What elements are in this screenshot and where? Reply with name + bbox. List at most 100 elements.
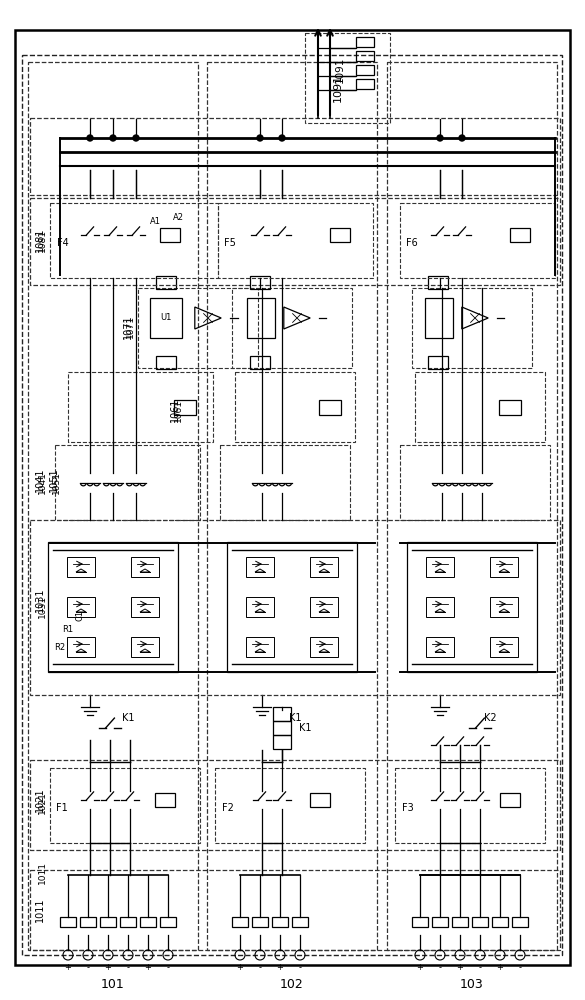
Text: F4: F4	[57, 238, 69, 248]
Bar	[428, 356, 448, 368]
Bar	[472, 917, 488, 927]
Bar	[452, 917, 468, 927]
Text: 1071: 1071	[126, 316, 135, 338]
Polygon shape	[435, 609, 445, 612]
Bar	[250, 275, 270, 288]
Text: +: +	[277, 964, 284, 972]
Bar	[235, 372, 355, 442]
Bar	[510, 228, 530, 242]
Bar	[67, 637, 95, 657]
Text: 1091: 1091	[333, 74, 343, 102]
Text: -: -	[479, 964, 481, 972]
Bar	[30, 198, 560, 285]
Circle shape	[279, 135, 285, 141]
Bar	[246, 597, 274, 617]
Text: +: +	[456, 964, 463, 972]
Text: -: -	[439, 964, 442, 972]
Text: C1: C1	[75, 609, 84, 621]
Bar	[156, 356, 176, 368]
Bar	[512, 917, 528, 927]
Bar	[305, 33, 390, 123]
Text: A2: A2	[173, 214, 184, 223]
Bar	[131, 597, 159, 617]
Bar	[310, 637, 338, 657]
Bar	[140, 917, 156, 927]
Bar	[432, 917, 448, 927]
Text: 103: 103	[460, 978, 484, 992]
Bar	[246, 637, 274, 657]
Text: +: +	[64, 964, 71, 972]
Text: 1011: 1011	[35, 898, 45, 922]
Text: 1081: 1081	[37, 229, 46, 251]
Text: 1051: 1051	[51, 472, 60, 494]
Polygon shape	[76, 569, 86, 572]
Bar	[156, 275, 176, 288]
Circle shape	[437, 135, 443, 141]
Bar	[220, 445, 350, 520]
Bar	[490, 637, 518, 657]
Text: 1041: 1041	[37, 472, 46, 494]
Polygon shape	[435, 649, 445, 652]
Bar	[247, 298, 275, 338]
Bar	[356, 37, 374, 47]
Polygon shape	[140, 649, 150, 652]
Bar	[319, 399, 341, 414]
Bar	[138, 288, 258, 368]
Bar	[30, 118, 560, 195]
Bar	[356, 51, 374, 61]
Bar	[218, 203, 373, 278]
Bar	[150, 298, 182, 338]
Bar	[30, 870, 560, 950]
Bar	[60, 917, 76, 927]
Polygon shape	[255, 609, 265, 612]
Bar	[272, 917, 288, 927]
Polygon shape	[319, 569, 329, 572]
Bar	[160, 228, 180, 242]
Bar	[412, 917, 428, 927]
Polygon shape	[319, 609, 329, 612]
Polygon shape	[140, 609, 150, 612]
Text: +: +	[417, 964, 424, 972]
Bar	[174, 399, 196, 414]
Text: -: -	[167, 964, 170, 972]
Text: K1: K1	[289, 713, 301, 723]
Polygon shape	[499, 569, 509, 572]
Text: K1: K1	[122, 713, 134, 723]
Text: K2: K2	[484, 713, 496, 723]
Text: -: -	[259, 964, 261, 972]
Bar	[246, 557, 274, 577]
Bar	[500, 793, 520, 807]
Text: +: +	[497, 964, 504, 972]
Bar	[155, 793, 175, 807]
Bar	[232, 288, 352, 368]
Bar	[412, 288, 532, 368]
Text: 1031: 1031	[35, 588, 45, 612]
Text: 1021: 1021	[35, 788, 45, 812]
Text: -: -	[126, 964, 129, 972]
Bar	[215, 768, 365, 843]
Circle shape	[87, 135, 93, 141]
Bar	[207, 62, 377, 950]
Bar	[232, 917, 248, 927]
Circle shape	[133, 135, 139, 141]
Bar	[387, 62, 557, 950]
Text: 1081: 1081	[35, 228, 45, 252]
Bar	[356, 79, 374, 89]
Polygon shape	[499, 649, 509, 652]
Polygon shape	[76, 609, 86, 612]
Bar	[67, 597, 95, 617]
Text: F2: F2	[222, 803, 234, 813]
Bar	[292, 917, 308, 927]
Polygon shape	[319, 649, 329, 652]
Text: R1: R1	[63, 626, 74, 635]
Bar	[120, 917, 136, 927]
Text: 1051: 1051	[49, 468, 59, 492]
Bar	[426, 637, 454, 657]
Text: F1: F1	[56, 803, 68, 813]
Text: +: +	[236, 964, 243, 972]
Circle shape	[257, 135, 263, 141]
Text: F5: F5	[224, 238, 236, 248]
Bar	[273, 735, 291, 749]
Bar	[490, 597, 518, 617]
Bar	[30, 760, 560, 850]
